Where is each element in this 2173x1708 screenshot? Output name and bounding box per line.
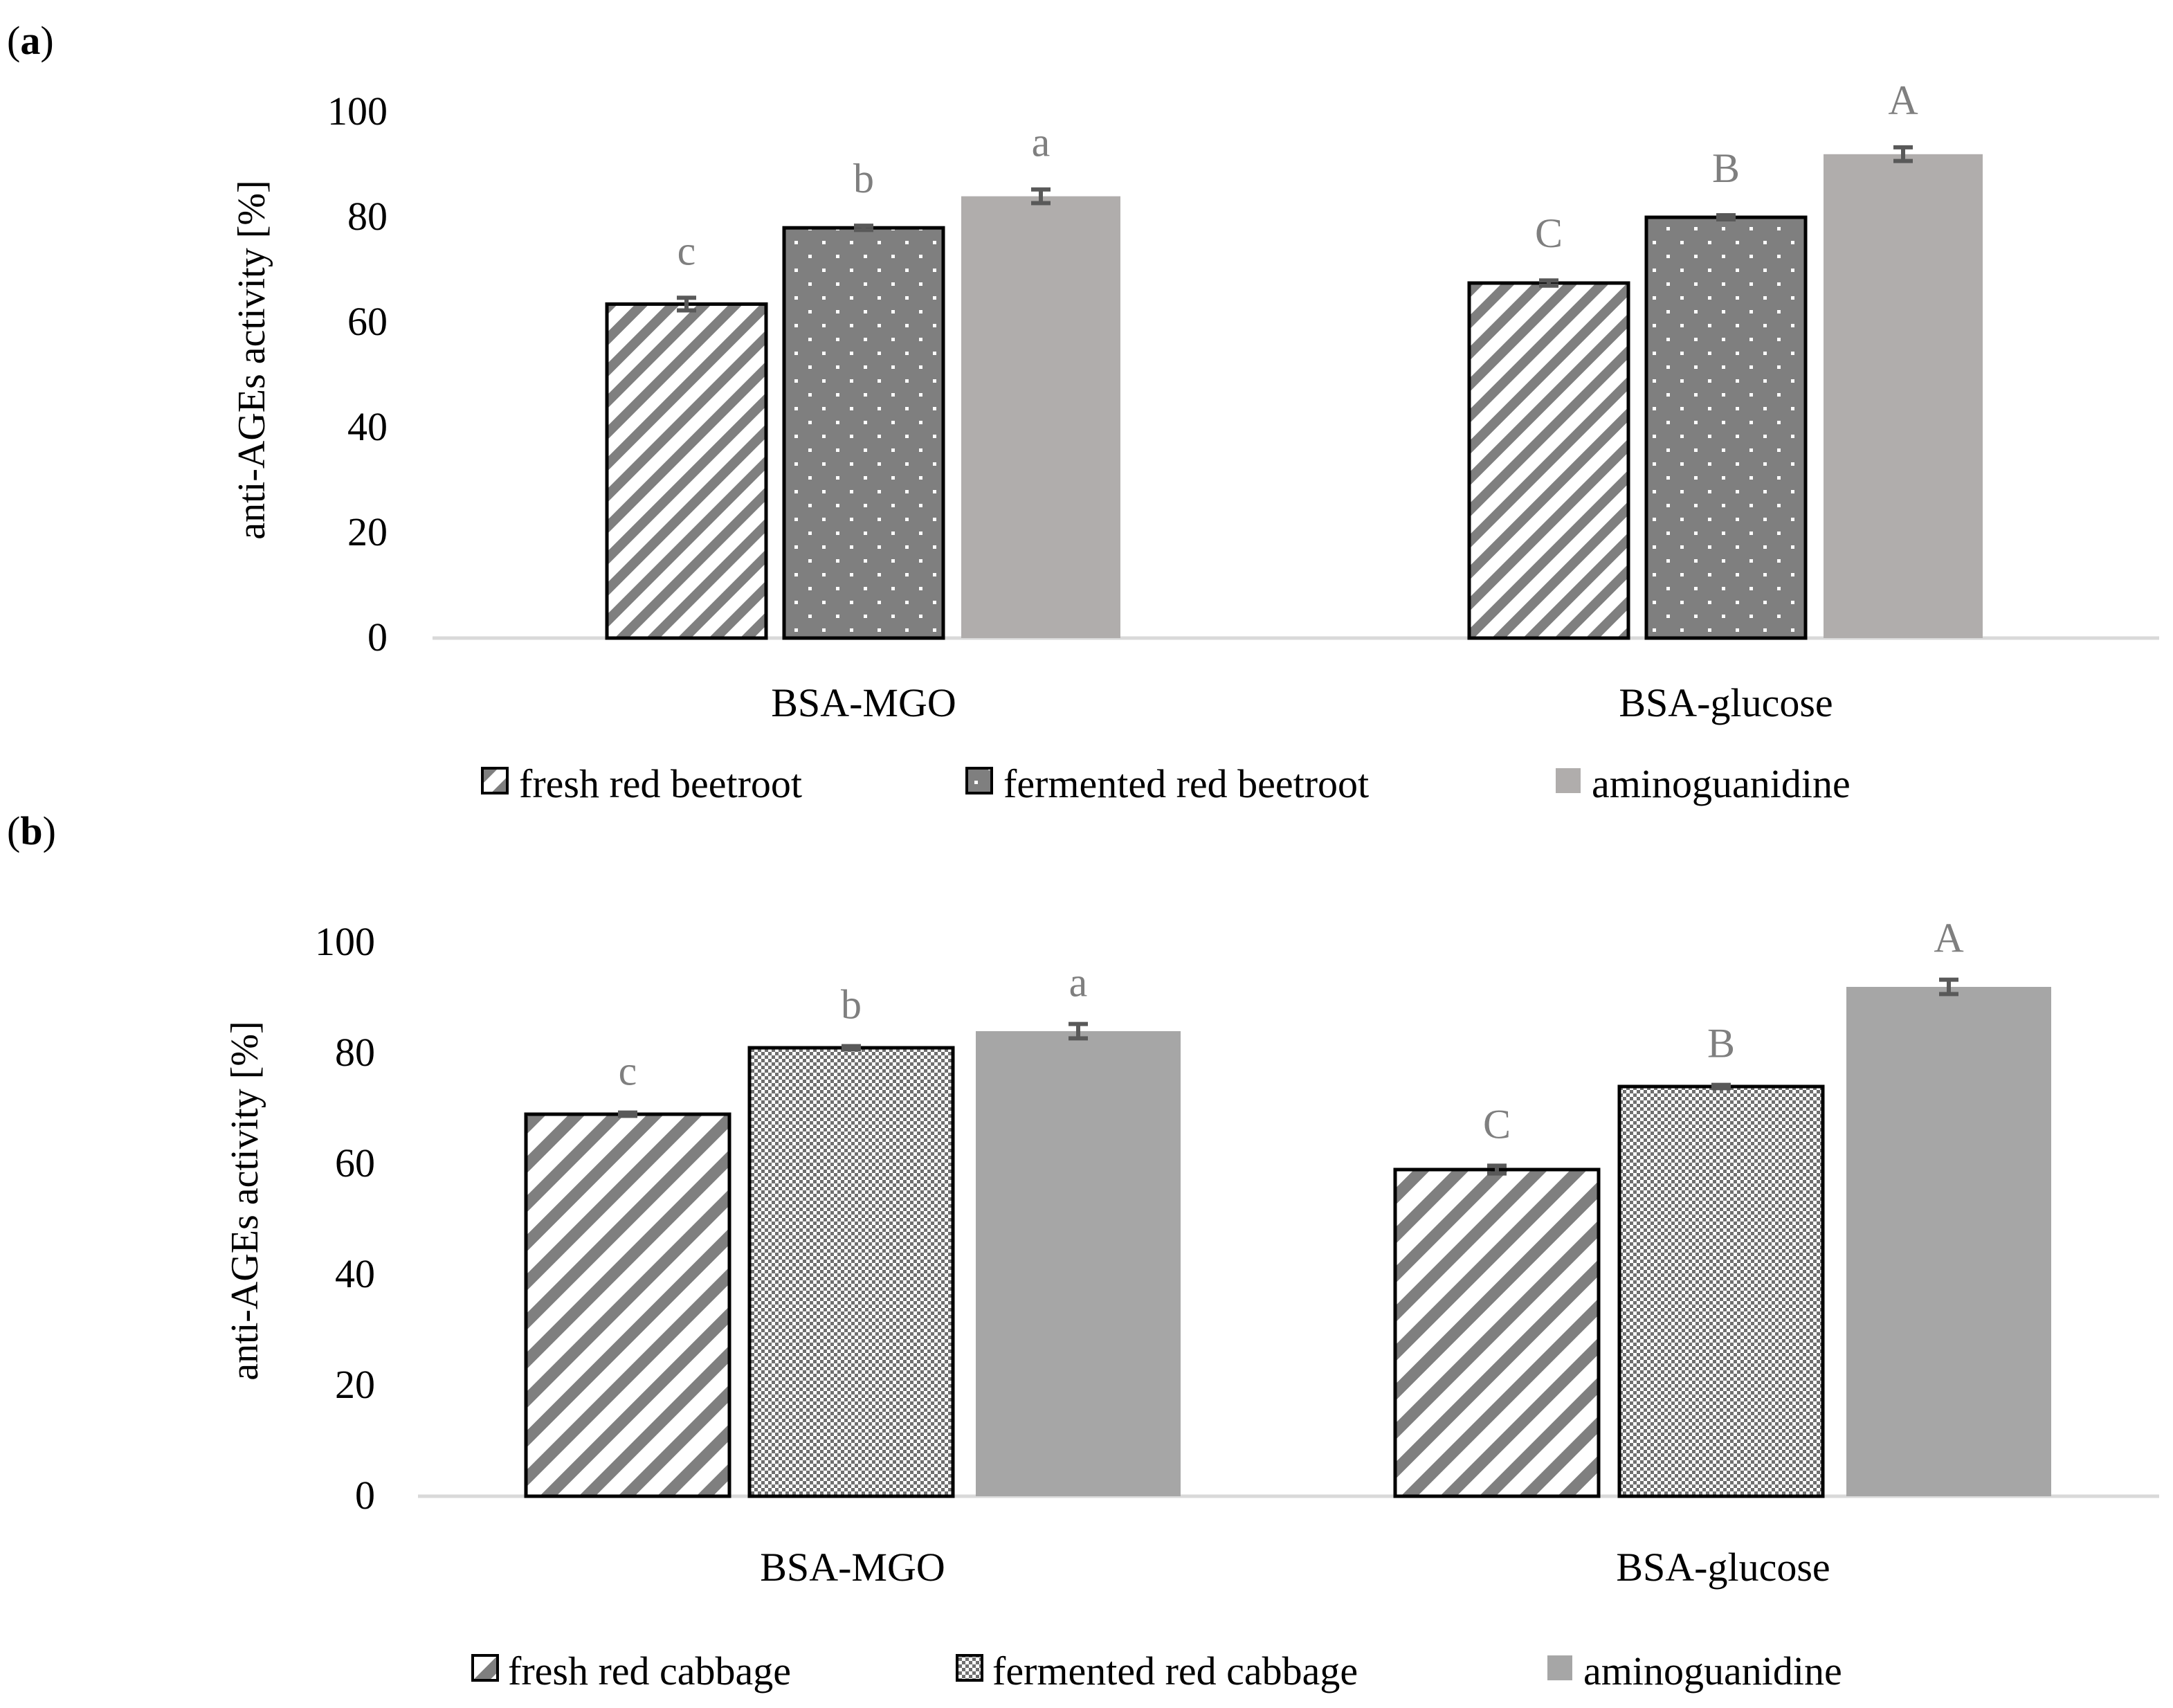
y-axis-label-b: anti-AGEs activity [%] (224, 1021, 266, 1380)
error-bar-fresh-red-cabbage-bsa-mgo (618, 1110, 637, 1118)
bar-fermented-red-beetroot-bsa-mgo (782, 226, 945, 640)
bar-fresh-red-beetroot-bsa-mgo (605, 302, 768, 640)
y-tick-label: 100 (315, 919, 375, 964)
y-tick-label: 60 (335, 1141, 375, 1185)
letter-aminoguanidine-bsa-glucose: A (1934, 916, 1963, 961)
bar-fresh-red-beetroot-bsa-glucose (1467, 281, 1630, 640)
bars-a (605, 154, 1983, 640)
legend-swatch-aminoguanidine-a (1556, 768, 1581, 793)
bar-fermented-red-cabbage-bsa-glucose (1617, 1084, 1825, 1498)
legend-swatch-fermented-red-cabbage (956, 1654, 983, 1682)
bar-fermented-red-beetroot-bsa-glucose (1644, 215, 1808, 640)
letter-fermented-red-cabbage-bsa-mgo: b (841, 982, 862, 1028)
letter-fermented-red-beetroot-bsa-mgo: b (853, 156, 874, 201)
legend-label-aminoguanidine-a: aminoguanidine (1592, 761, 1851, 806)
bar-aminoguanidine-bsa-mgo (976, 1031, 1181, 1496)
bar-fresh-red-cabbage-bsa-glucose (1393, 1168, 1601, 1498)
error-bar-fermented-red-beetroot-bsa-mgo (854, 224, 873, 233)
bar-fresh-red-cabbage-bsa-mgo (524, 1112, 731, 1498)
bar-aminoguanidine-bsa-glucose (1846, 987, 2051, 1496)
y-tick-label: 20 (347, 509, 388, 554)
legend-a: fresh red beetroot fermented red beetroo… (481, 761, 1851, 806)
legend-swatch-fresh-red-cabbage (471, 1654, 499, 1682)
legend-label-fresh-red-cabbage: fresh red cabbage (508, 1648, 791, 1693)
error-bar-fermented-red-cabbage-bsa-mgo (842, 1044, 861, 1052)
panel-label-a-letter: a (20, 18, 40, 63)
y-tick-label: 20 (335, 1362, 375, 1407)
x-tick-label-bsa-mgo: BSA-MGO (771, 680, 956, 725)
panel-b: (b) anti-AGEs activity [%] 0 20 40 60 80… (7, 808, 2159, 1693)
x-tick-label-bsa-mgo: BSA-MGO (760, 1545, 945, 1590)
error-bar-aminoguanidine-bsa-mgo (1031, 187, 1051, 206)
error-bar-fermented-red-beetroot-bsa-glucose (1716, 212, 1736, 222)
letter-aminoguanidine-bsa-glucose: A (1888, 78, 1918, 123)
legend-b: fresh red cabbage fermented red cabbage … (471, 1648, 1842, 1693)
error-bars-b (618, 977, 1958, 1176)
legend-label-fresh-red-beetroot: fresh red beetroot (519, 761, 802, 806)
error-bar-fermented-red-cabbage-bsa-glucose (1711, 1082, 1731, 1091)
error-bar-fresh-red-cabbage-bsa-glucose (1487, 1163, 1507, 1176)
legend-label-fermented-red-cabbage: fermented red cabbage (992, 1648, 1358, 1693)
letter-fresh-red-beetroot-bsa-glucose: C (1535, 210, 1563, 256)
x-tick-label-bsa-glucose: BSA-glucose (1619, 680, 1833, 725)
panel-label-b-letter: b (20, 808, 42, 853)
panel-label-a: (a) (7, 18, 54, 63)
significance-letters-a: c b a C B A (678, 78, 1918, 273)
x-tick-labels-b: BSA-MGO BSA-glucose (760, 1545, 1830, 1590)
legend-swatch-aminoguanidine-b (1547, 1655, 1572, 1680)
y-tick-label: 100 (327, 89, 388, 134)
y-axis-label-a: anti-AGEs activity [%] (230, 180, 273, 539)
legend-label-aminoguanidine-b: aminoguanidine (1583, 1648, 1842, 1693)
panel-a: (a) anti-AGEs activity [%] 0 20 40 60 80… (7, 18, 2159, 806)
letter-fermented-red-cabbage-bsa-glucose: B (1707, 1021, 1735, 1066)
bar-aminoguanidine-bsa-glucose (1824, 154, 1983, 639)
letter-fresh-red-beetroot-bsa-mgo: c (678, 228, 696, 273)
bar-aminoguanidine-bsa-mgo (961, 196, 1120, 639)
legend-swatch-fermented-red-beetroot (965, 767, 993, 794)
legend-swatch-fresh-red-beetroot (481, 767, 509, 794)
panel-label-b: (b) (7, 808, 56, 853)
letter-aminoguanidine-bsa-mgo: a (1069, 960, 1088, 1006)
letter-fresh-red-cabbage-bsa-mgo: c (619, 1048, 637, 1094)
y-tick-label: 80 (335, 1030, 375, 1075)
legend-label-fermented-red-beetroot: fermented red beetroot (1003, 761, 1369, 806)
letter-aminoguanidine-bsa-mgo: a (1032, 120, 1051, 165)
error-bars-a (677, 145, 1913, 313)
y-tick-label: 0 (355, 1473, 375, 1518)
y-tick-label: 60 (347, 299, 388, 344)
error-bar-fresh-red-beetroot-bsa-mgo (677, 296, 696, 313)
error-bar-aminoguanidine-bsa-glucose (1939, 977, 1958, 997)
y-ticks-b: 0 20 40 60 80 100 (315, 919, 375, 1518)
bars-b (524, 987, 2051, 1498)
y-ticks-a: 0 20 40 60 80 100 (327, 89, 388, 660)
error-bar-aminoguanidine-bsa-mgo (1069, 1021, 1088, 1041)
y-tick-label: 80 (347, 194, 388, 239)
error-bar-fresh-red-beetroot-bsa-glucose (1539, 278, 1558, 288)
y-tick-label: 40 (347, 404, 388, 449)
x-tick-label-bsa-glucose: BSA-glucose (1616, 1545, 1830, 1590)
letter-fermented-red-beetroot-bsa-glucose: B (1712, 145, 1740, 191)
significance-letters-b: c b a C B A (619, 916, 1964, 1147)
x-tick-labels-a: BSA-MGO BSA-glucose (771, 680, 1833, 725)
error-bar-aminoguanidine-bsa-glucose (1893, 145, 1913, 163)
letter-fresh-red-cabbage-bsa-glucose: C (1483, 1101, 1511, 1147)
bar-fermented-red-cabbage-bsa-mgo (747, 1046, 955, 1498)
y-tick-label: 0 (367, 615, 388, 660)
y-tick-label: 40 (335, 1251, 375, 1296)
